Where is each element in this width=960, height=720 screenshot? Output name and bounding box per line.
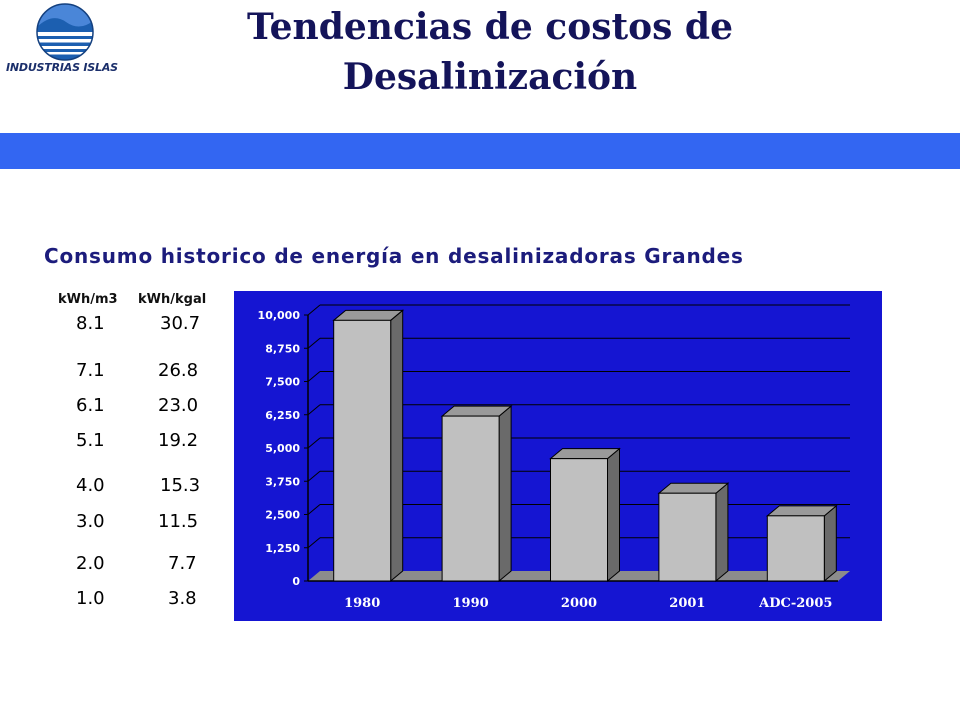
bar [549, 447, 621, 583]
page-title: Tendencias de costos de Desalinización [150, 2, 830, 102]
kwh-m3-value: 8.1 [76, 313, 105, 334]
conversion-header-kwh-m3: kWh/m3 [58, 292, 118, 307]
kwh-m3-value: 5.1 [76, 430, 105, 451]
y-tick-labels: 10,000 8,750 7,500 6,250 5,000 3,750 2,500 1,25… [258, 309, 301, 588]
y-tick-label: 10,000 [258, 309, 301, 322]
kwh-m3-value: 6.1 [76, 395, 105, 416]
bar [332, 309, 405, 583]
bar [765, 504, 838, 583]
bar [440, 405, 513, 583]
bar-side [390, 309, 404, 583]
bar-front [550, 458, 608, 582]
chart-bars [332, 309, 838, 583]
x-tick-label: 2000 [561, 596, 597, 611]
kwh-kgal-value: 23.0 [158, 395, 199, 416]
kwh-kgal-value: 3.8 [168, 588, 197, 609]
chart-title: Consumo historico de energía en desalini… [44, 244, 744, 268]
kwh-m3-value: 2.0 [76, 553, 105, 574]
gridline-depth [307, 504, 321, 515]
bar-top [440, 405, 513, 417]
y-tick-label: 2,500 [265, 509, 300, 522]
bar-top [549, 448, 621, 460]
bar-front [658, 492, 717, 582]
conversion-row: 6.1 23.0 [58, 395, 218, 416]
gridline-depth [307, 470, 321, 482]
bar-front [333, 319, 392, 582]
x-tick-label: 1980 [344, 596, 380, 611]
kwh-kgal-value: 15.3 [160, 475, 201, 496]
y-tick-label: 6,250 [265, 409, 300, 422]
conversion-row: 5.1 19.2 [58, 430, 218, 451]
bar-side [823, 504, 837, 583]
y-tick-label: 8,750 [265, 342, 300, 355]
gridline-depth [307, 437, 321, 449]
x-tick-labels: 1980 1990 2000 2001 ADC-2005 [344, 596, 832, 611]
gridline-depth [307, 371, 321, 382]
kwh-m3-value: 4.0 [76, 475, 105, 496]
conversion-row: 4.0 15.3 [58, 475, 218, 496]
gridline-depth [307, 537, 321, 549]
conversion-row: 2.0 7.7 [58, 553, 218, 574]
bar-side [498, 405, 512, 583]
bar-top [332, 309, 405, 321]
kwh-kgal-value: 30.7 [160, 313, 201, 334]
y-tick-label: 1,250 [265, 542, 300, 555]
gridline-depth [307, 337, 321, 349]
industrias-islas-logo: INDUSTRIAS ISLAS [0, 0, 140, 92]
bar-front [441, 415, 500, 582]
y-tick-label: 0 [292, 575, 300, 588]
conversion-header-kwh-kgal: kWh/kgal [138, 292, 207, 307]
bar-side [607, 447, 620, 583]
kwh-kgal-value: 26.8 [158, 360, 199, 381]
kwh-m3-value: 7.1 [76, 360, 105, 381]
kwh-kgal-value: 19.2 [158, 430, 199, 451]
page-title-line1: Tendencias de costos de [246, 6, 734, 48]
gridline-depth [307, 404, 321, 416]
y-tick-label: 5,000 [265, 442, 300, 455]
bar [657, 482, 730, 583]
y-tick-label: 3,750 [265, 475, 300, 488]
conversion-row: 3.0 11.5 [58, 511, 218, 532]
chart-svg: 10,000 8,750 7,500 6,250 5,000 3,750 2,500 1,25… [234, 291, 882, 621]
bar-top [765, 505, 838, 517]
energy-bar-chart: 10,000 8,750 7,500 6,250 5,000 3,750 2,500 1,25… [234, 291, 882, 621]
bar-side [715, 482, 729, 583]
x-tick-label: ADC-2005 [758, 596, 832, 611]
kwh-kgal-value: 7.7 [168, 553, 197, 574]
conversion-row: 1.0 3.8 [58, 588, 218, 609]
header-band [0, 133, 960, 169]
kwh-kgal-value: 11.5 [158, 511, 199, 532]
x-tick-label: 1990 [453, 596, 489, 611]
conversion-row: 7.1 26.8 [58, 360, 218, 381]
y-tick-label: 7,500 [265, 376, 300, 389]
kwh-m3-value: 1.0 [76, 588, 105, 609]
logo-globe-icon [36, 3, 94, 61]
x-tick-label: 2001 [669, 596, 705, 611]
conversion-row: 8.1 30.7 [58, 313, 218, 334]
kwh-m3-value: 3.0 [76, 511, 105, 532]
bar-front [766, 515, 825, 582]
gridline-depth [307, 304, 321, 316]
logo-text: INDUSTRIAS ISLAS [6, 61, 118, 74]
bar-top [657, 482, 730, 494]
page-title-line2: Desalinización [342, 56, 638, 98]
